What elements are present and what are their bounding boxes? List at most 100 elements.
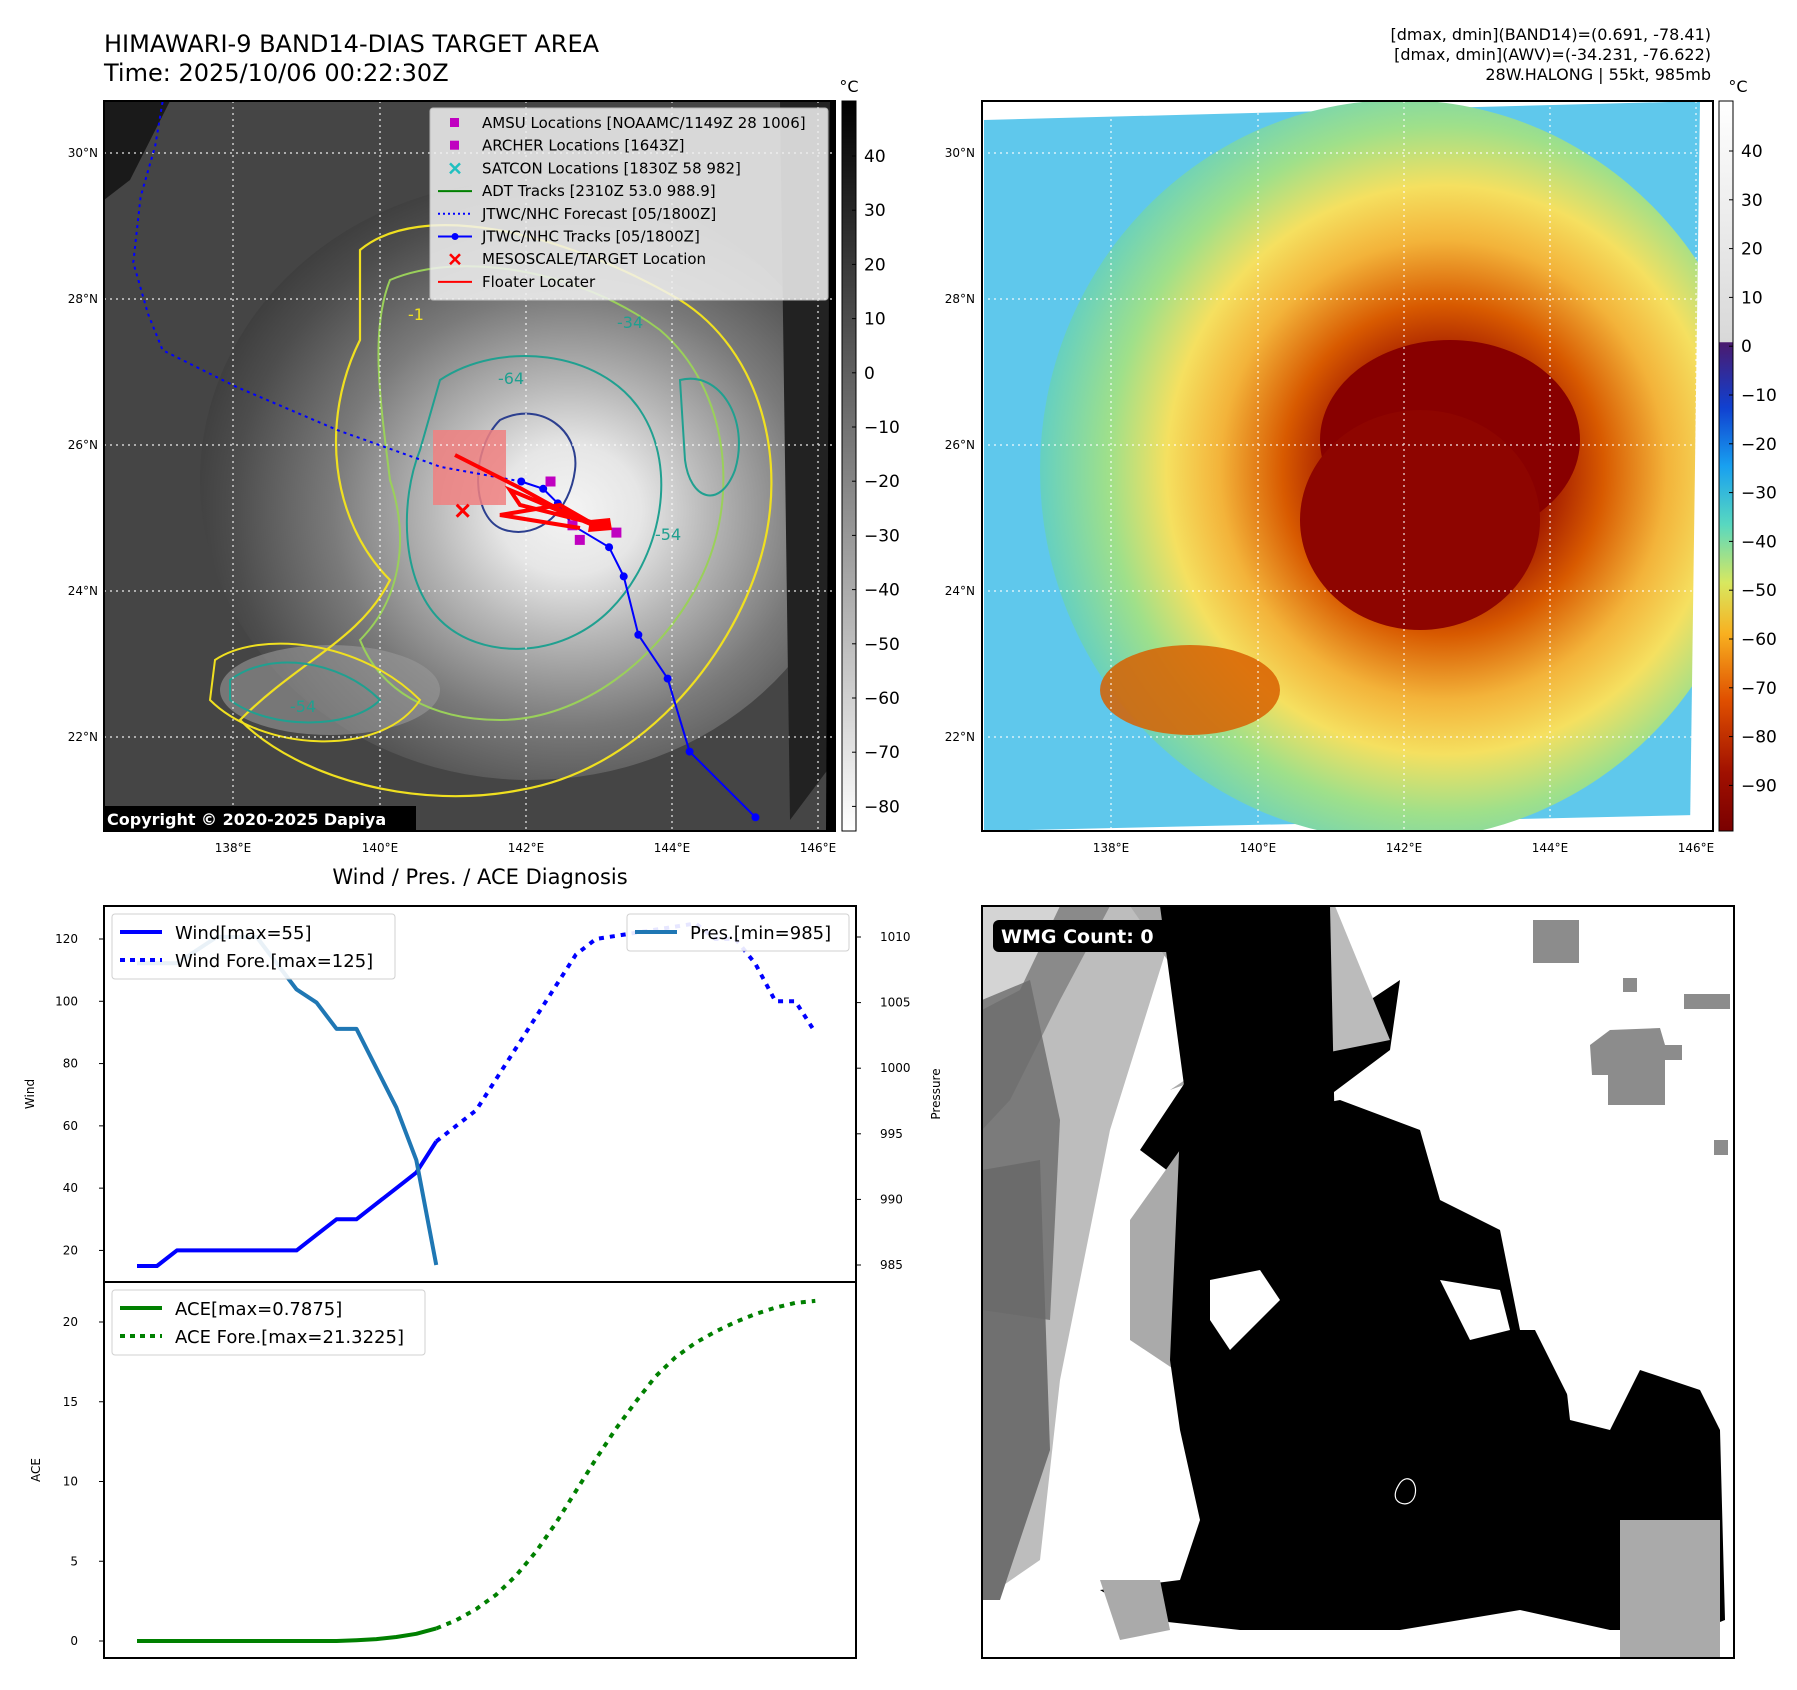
colorbar-tick: −50 — [1741, 581, 1777, 601]
wind-tick: 20 — [63, 1243, 78, 1257]
contour-label: -54 — [290, 697, 316, 716]
pressure-legend: Pres.[min=985] — [626, 913, 850, 952]
lon-tick: 142°E — [508, 841, 545, 855]
wind-tick: 80 — [63, 1057, 78, 1071]
lon-tick: 140°E — [362, 841, 399, 855]
wind-forecast-line — [435, 921, 817, 1144]
legend-marker — [449, 162, 461, 175]
lon-tick: 138°E — [1093, 841, 1130, 855]
colorbar-tick: −20 — [1741, 435, 1777, 455]
colorbar-tick: −60 — [1741, 630, 1777, 650]
awv-colorbar: °C 40 30 20 10 0 −10 −20 −30 −40 −50 −60 −70 −80 −90 — [1718, 77, 1777, 832]
wmg-count-label: WMG Count: 0 — [1001, 926, 1154, 948]
legend-ace-fore: ACE Fore.[max=21.3225] — [175, 1327, 404, 1348]
pressure-axis-label: Pressure — [929, 1068, 943, 1119]
legend-wind-fore: Wind Fore.[max=125] — [175, 951, 373, 972]
jtwc-track-point — [517, 477, 526, 486]
colorbar-tick: 40 — [864, 147, 886, 167]
colorbar-tick: 10 — [864, 310, 886, 330]
colorbar-unit: °C — [1728, 77, 1747, 96]
legend-marker — [451, 233, 459, 240]
jtwc-track-point — [605, 543, 614, 552]
diagnosis-title: Wind / Pres. / ACE Diagnosis — [332, 865, 627, 889]
jtwc-track-point — [685, 747, 694, 756]
legend-marker — [449, 253, 461, 266]
lat-tick: 26°N — [68, 438, 98, 452]
ace-tick: 5 — [70, 1554, 78, 1568]
lat-tick: 28°N — [945, 292, 975, 306]
legend-label: JTWC/NHC Tracks [05/1800Z] — [481, 228, 700, 246]
legend-label: MESOSCALE/TARGET Location — [482, 250, 706, 268]
colorbar-tick: 20 — [864, 255, 886, 275]
ace-line — [137, 1626, 437, 1643]
jtwc-track-point — [751, 813, 760, 822]
wind-tick: 100 — [55, 994, 78, 1008]
amsu-location-marker — [611, 527, 622, 538]
ace-tick: 20 — [63, 1315, 78, 1329]
pressure-tick: 1000 — [880, 1061, 911, 1075]
colorbar-tick: 0 — [864, 364, 875, 384]
amsu-location-marker — [545, 476, 556, 487]
contour-label: -64 — [498, 369, 524, 388]
colorbar-tick: −80 — [864, 797, 900, 817]
lat-tick: 26°N — [945, 438, 975, 452]
awv-map: 138°E 140°E 142°E 144°E 146°E 30°N 28°N … — [945, 100, 1715, 855]
legend-label: AMSU Locations [NOAAMC/1149Z 28 1006] — [482, 114, 806, 132]
colorbar-tick: 30 — [864, 201, 886, 221]
map-legend: AMSU Locations [NOAAMC/1149Z 28 1006] ARC… — [429, 107, 829, 301]
ace-legend: ACE[max=0.7875] ACE Fore.[max=21.3225] — [111, 1289, 426, 1356]
legend-label: SATCON Locations [1830Z 58 982] — [482, 159, 741, 177]
contour-label: -54 — [655, 525, 681, 544]
figure-title-line2: Time: 2025/10/06 00:22:30Z — [103, 59, 449, 87]
jtwc-track-point — [619, 572, 628, 581]
wind-legend: Wind[max=55] Wind Fore.[max=125] — [111, 913, 396, 980]
lon-tick: 142°E — [1386, 841, 1423, 855]
colorbar-tick: −30 — [1741, 484, 1777, 504]
contour-label: -1 — [408, 305, 424, 324]
colorbar-tick: −50 — [864, 635, 900, 655]
colorbar-tick: 30 — [1741, 191, 1763, 211]
colorbar-tick: −60 — [864, 689, 900, 709]
pressure-tick: 990 — [880, 1192, 903, 1206]
wind-axis-label: Wind — [23, 1079, 37, 1109]
lat-tick: 28°N — [68, 292, 98, 306]
info-line2: [dmax, dmin](AWV)=(-34.231, -76.622) — [1394, 45, 1711, 64]
lat-tick: 22°N — [68, 730, 98, 744]
band14-colorbar: °C 40 30 20 10 0 −10 −20 −30 −40 −50 −60 −70 −80 — [839, 77, 900, 832]
wind-line — [137, 1140, 438, 1268]
ace-tick: 15 — [63, 1395, 78, 1409]
ace-forecast-line — [435, 1298, 816, 1631]
band14-ir-map: -34 -64 -54 -54 -1 AMSU Locations [NOAAM… — [68, 100, 837, 855]
lon-tick: 140°E — [1240, 841, 1277, 855]
info-line3: 28W.HALONG | 55kt, 985mb — [1485, 65, 1711, 84]
pressure-tick: 1010 — [880, 930, 911, 944]
colorbar-tick: 40 — [1741, 142, 1763, 162]
colorbar-tick: 0 — [1741, 337, 1752, 357]
wind-tick: 120 — [55, 932, 78, 946]
lat-tick: 24°N — [945, 584, 975, 598]
legend-label: ADT Tracks [2310Z 53.0 988.9] — [482, 182, 716, 200]
contour-label: -34 — [617, 313, 643, 332]
legend-label: ARCHER Locations [1643Z] — [482, 137, 685, 155]
lon-tick: 144°E — [654, 841, 691, 855]
amsu-location-marker — [574, 534, 585, 545]
target-location-marker — [455, 503, 470, 518]
colorbar-tick: −70 — [864, 743, 900, 763]
lat-tick: 24°N — [68, 584, 98, 598]
colorbar-tick: −10 — [1741, 386, 1777, 406]
colorbar-tick: −30 — [864, 526, 900, 546]
wind-tick: 60 — [63, 1119, 78, 1133]
legend-marker — [450, 118, 459, 127]
lon-tick: 138°E — [215, 841, 252, 855]
copyright-text: Copyright © 2020-2025 Dapiya — [107, 810, 386, 829]
lon-tick: 146°E — [800, 841, 837, 855]
legend-wind: Wind[max=55] — [175, 923, 312, 944]
colorbar-unit: °C — [839, 77, 858, 96]
wind-tick: 40 — [63, 1181, 78, 1195]
lon-tick: 146°E — [1678, 841, 1715, 855]
lat-tick: 30°N — [945, 146, 975, 160]
colorbar-tick: −80 — [1741, 728, 1777, 748]
jtwc-track-point — [663, 674, 672, 683]
wmg-count-box — [993, 920, 1172, 952]
